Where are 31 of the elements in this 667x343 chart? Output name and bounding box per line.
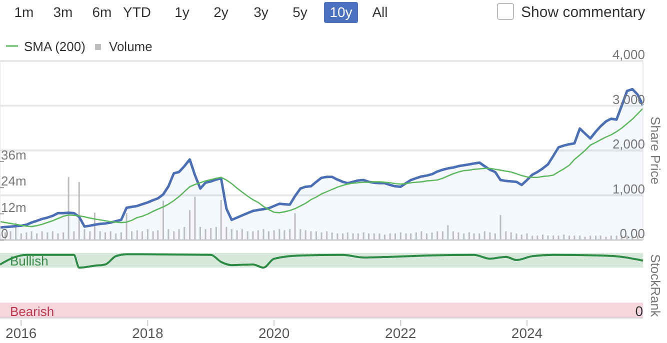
- text: 1y: [174, 4, 190, 20]
- y2-tick-label: 36m: [1, 147, 26, 162]
- y-tick-label: 0.00: [620, 226, 645, 241]
- text: 6m: [92, 4, 112, 20]
- x-tick-label: 2016: [6, 325, 37, 341]
- y2-tick-label: 24m: [1, 174, 26, 189]
- y-tick-label: 2,000: [612, 136, 645, 152]
- text: 5y: [292, 4, 308, 20]
- band-label: Bearish: [10, 304, 54, 319]
- y2-tick-label: 0: [1, 226, 8, 241]
- x-tick-label: 2022: [385, 325, 416, 341]
- text: 10y: [330, 4, 352, 20]
- text: Show commentary: [521, 4, 646, 21]
- y-tick-label: 4,000: [612, 47, 645, 62]
- legend-label: SMA (200): [24, 39, 86, 54]
- y-tick-label: 1,000: [612, 181, 645, 196]
- text: 3m: [53, 4, 73, 20]
- text: All: [372, 4, 388, 20]
- x-tick-label: 2024: [511, 325, 543, 341]
- band-label: Bullish: [10, 254, 48, 269]
- y2-tick-label: 12m: [1, 200, 26, 215]
- text: 1m: [14, 4, 34, 20]
- annotation: 0: [635, 303, 644, 319]
- x-tick-label: 2018: [132, 325, 164, 341]
- text: YTD: [123, 4, 151, 20]
- y-axis-title: Share Price: [648, 116, 663, 184]
- x-tick-label: 2020: [258, 325, 290, 341]
- legend-label: Volume: [109, 39, 152, 54]
- y-axis-title: StockRank: [648, 254, 663, 318]
- text: 3y: [254, 4, 268, 20]
- text: 2y: [214, 4, 228, 20]
